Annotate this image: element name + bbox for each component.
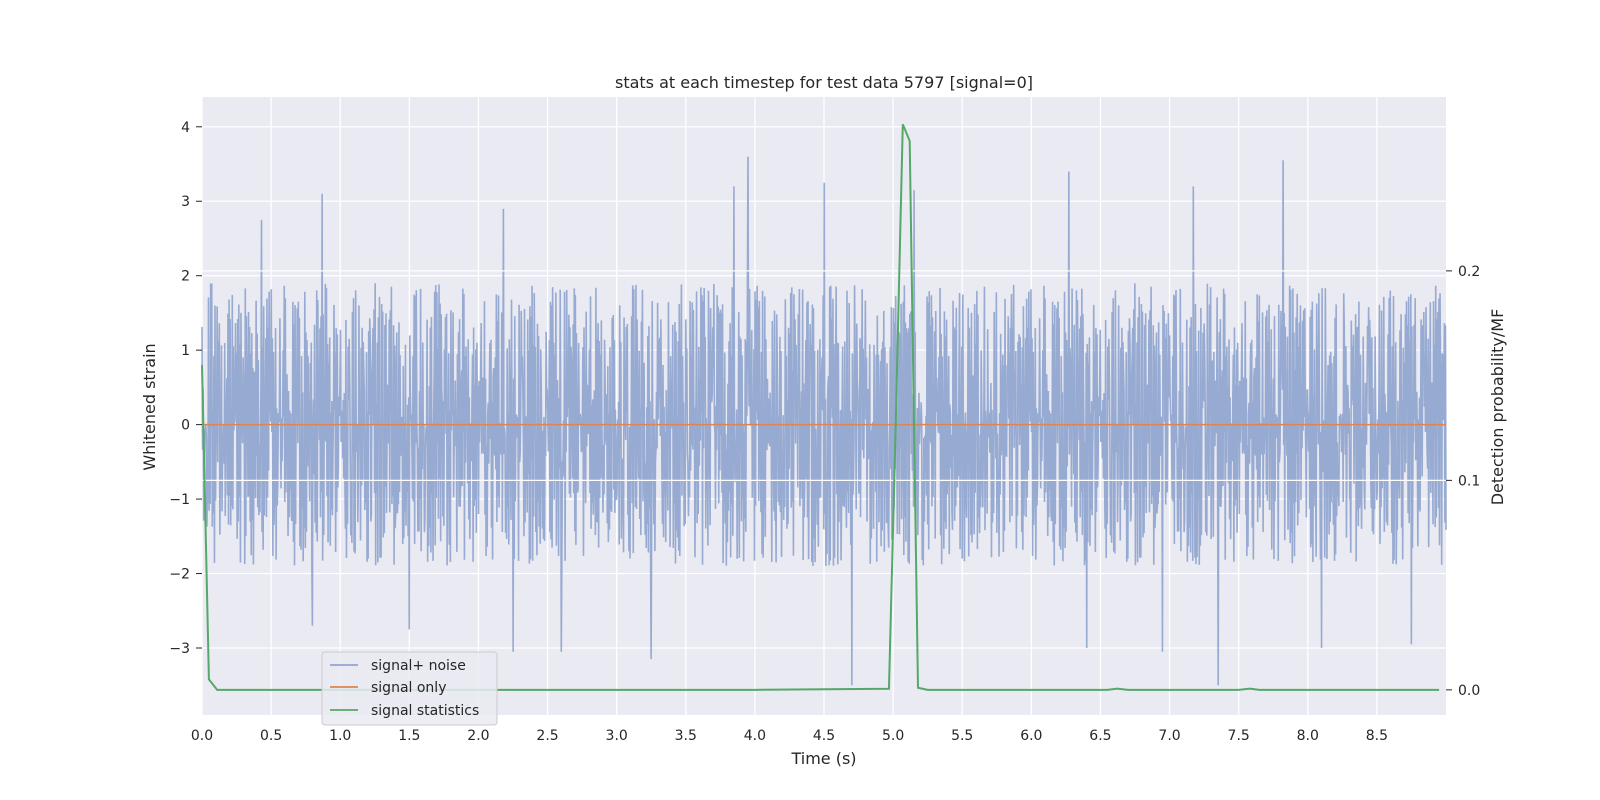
x-tick-label: 0.0 <box>191 728 213 744</box>
x-tick-label: 4.0 <box>744 728 766 744</box>
x-tick-label: 5.5 <box>951 728 973 744</box>
legend-label-signal-statistics: signal statistics <box>371 703 479 719</box>
y-tick-label: 0 <box>181 418 190 434</box>
x-tick-label: 3.5 <box>675 728 697 744</box>
legend-label-signal-noise: signal+ noise <box>371 658 466 674</box>
chart-title: stats at each timestep for test data 579… <box>615 73 1033 92</box>
signal-noise-series <box>201 156 1447 686</box>
legend: signal+ noise signal only signal statist… <box>321 651 498 726</box>
x-tick-label: 5.0 <box>882 728 904 744</box>
x-tick-label: 8.5 <box>1366 728 1388 744</box>
y-axis-label: Whitened strain <box>140 343 159 470</box>
y2-tick-label: 0.1 <box>1458 473 1480 489</box>
x-tick-label: 3.0 <box>606 728 628 744</box>
y-tick-label: −2 <box>169 567 190 583</box>
legend-label-signal-only: signal only <box>371 680 446 696</box>
y-tick-label: 1 <box>181 343 190 359</box>
y2-tick-label: 0.0 <box>1458 683 1480 699</box>
x-tick-label: 1.0 <box>329 728 351 744</box>
legend-box <box>321 651 498 726</box>
y2-axis-label: Detection probability/MF <box>1488 309 1507 506</box>
x-axis-label: Time (s) <box>790 749 856 768</box>
x-tick-label: 6.5 <box>1089 728 1111 744</box>
x-tick-label: 0.5 <box>260 728 282 744</box>
x-tick-label: 2.0 <box>467 728 489 744</box>
y-tick-label: 4 <box>181 120 190 136</box>
x-tick-label: 8.0 <box>1297 728 1319 744</box>
x-tick-label: 1.5 <box>398 728 420 744</box>
x-tick-label: 6.0 <box>1020 728 1042 744</box>
y-tick-label: −3 <box>169 641 190 657</box>
x-tick-label: 2.5 <box>536 728 558 744</box>
y2-tick-label: 0.2 <box>1458 264 1480 280</box>
y-tick-label: 2 <box>181 269 190 285</box>
y-tick-label: −1 <box>169 492 190 508</box>
x-tick-label: 7.0 <box>1158 728 1180 744</box>
signal-noise-line <box>201 156 1447 686</box>
y-tick-label: 3 <box>181 194 190 210</box>
ticks: 0.0 0.5 1.0 1.5 2.0 2.5 3.0 3.5 4.0 4.5 5.0 5.5 6.0 6… <box>169 120 1480 744</box>
x-tick-label: 4.5 <box>813 728 835 744</box>
right-axis-grid <box>202 270 1446 482</box>
x-tick-label: 7.5 <box>1228 728 1250 744</box>
